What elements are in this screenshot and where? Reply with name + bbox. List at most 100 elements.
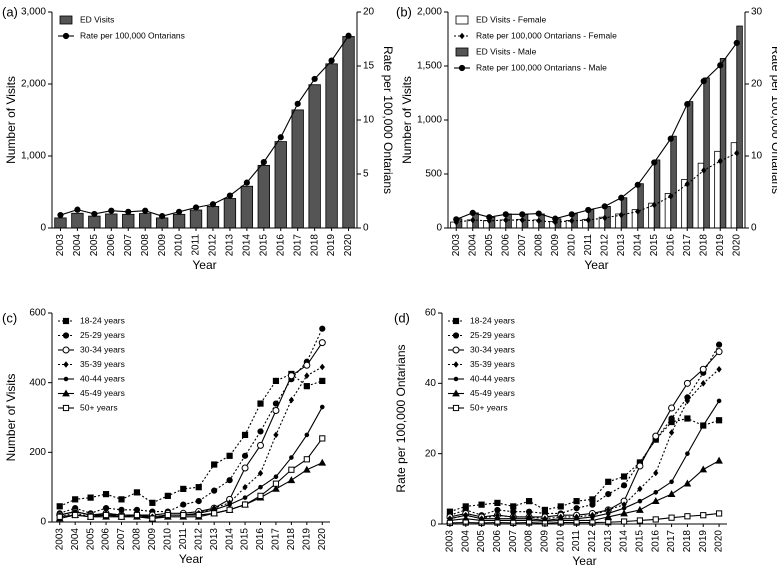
x-tick-label: 2006: [500, 234, 511, 257]
bar: [719, 58, 727, 229]
x-tick-label: 2013: [225, 234, 236, 257]
x-tick-label: 2012: [193, 528, 204, 551]
point: [226, 506, 233, 513]
legend-marker: [452, 317, 460, 325]
x-tick-label: 2010: [555, 530, 566, 553]
point: [700, 78, 707, 85]
x-tick-label: 2005: [476, 530, 487, 553]
point: [486, 214, 493, 221]
bar: [105, 213, 118, 229]
point: [601, 203, 608, 210]
point: [257, 469, 264, 477]
point: [602, 214, 608, 222]
x-tick-label: 2003: [451, 234, 462, 257]
point: [209, 201, 217, 208]
point: [288, 396, 295, 404]
legend-label: 35-39 years: [470, 359, 515, 369]
bar: [342, 36, 355, 229]
legend-label: ED Visits: [80, 14, 114, 24]
x-tick-label: 2005: [89, 234, 100, 257]
x-tick-label: 2016: [255, 528, 266, 551]
point: [226, 192, 234, 199]
point: [180, 511, 187, 519]
point: [243, 179, 250, 186]
y-tick-label: 500: [425, 169, 442, 180]
legend-label: 50+ years: [80, 402, 118, 412]
point: [700, 512, 707, 519]
point: [684, 180, 690, 188]
point: [319, 363, 325, 371]
point: [715, 510, 723, 517]
x-tick-label: 2007: [517, 234, 528, 257]
x-tick-label: 2011: [583, 234, 594, 256]
point: [634, 181, 641, 188]
x-tick-label: 2008: [140, 234, 151, 257]
y2-tick-label: 15: [363, 61, 375, 72]
point: [289, 455, 294, 460]
point: [651, 201, 657, 209]
x-tick-label: 2010: [162, 528, 173, 551]
point: [503, 216, 509, 224]
x-tick-label: 2020: [343, 234, 354, 257]
line: [59, 438, 323, 520]
point: [288, 466, 295, 473]
point: [470, 216, 476, 224]
point: [494, 499, 501, 506]
legend-label: 30-34 years: [470, 344, 515, 354]
x-tick-label: 2019: [698, 530, 709, 553]
point: [241, 501, 249, 508]
legend-marker: [63, 376, 69, 382]
panel-label: (c): [2, 310, 17, 325]
x-tick-label: 2003: [55, 234, 66, 257]
panel-label: (b): [396, 4, 412, 19]
y-tick-label: 3,000: [21, 7, 46, 18]
point: [180, 501, 187, 508]
x-tick-label: 2014: [632, 234, 643, 257]
point: [133, 489, 141, 496]
point: [319, 404, 325, 410]
y-tick-label: 600: [29, 308, 46, 319]
bar: [274, 141, 287, 229]
panel-label: (d): [394, 310, 410, 325]
legend-label: 25-29 years: [470, 330, 515, 340]
point: [164, 511, 171, 519]
point: [668, 193, 674, 200]
point: [242, 495, 248, 500]
point: [685, 451, 690, 456]
legend-label: 40-44 years: [470, 373, 515, 383]
point: [319, 435, 326, 442]
point: [618, 194, 625, 201]
point: [605, 491, 612, 498]
bar: [736, 25, 743, 229]
x-axis-label: Year: [584, 258, 608, 272]
point: [91, 210, 98, 218]
point: [717, 62, 724, 69]
x-tick-label: 2004: [70, 528, 81, 551]
point: [684, 397, 691, 405]
point: [651, 497, 660, 505]
point: [303, 383, 310, 390]
point: [133, 511, 141, 519]
x-tick-label: 2009: [550, 234, 561, 257]
point: [318, 458, 327, 466]
x-tick-label: 2007: [508, 530, 519, 553]
x-tick-label: 2012: [599, 234, 610, 257]
point: [715, 341, 723, 348]
bar: [240, 185, 254, 229]
point: [618, 211, 624, 219]
point: [226, 477, 233, 484]
legend-marker: [62, 346, 70, 354]
y-axis-label: Rate per 100,000 Ontarians: [394, 344, 408, 492]
point: [258, 484, 263, 490]
point: [699, 465, 708, 473]
legend-label: 25-29 years: [80, 330, 125, 340]
point: [733, 39, 740, 47]
x-axis-label: Year: [572, 554, 596, 567]
x-tick-label: 2007: [123, 234, 134, 257]
bar: [291, 109, 304, 229]
y-tick-label: 60: [425, 308, 437, 319]
legend-label: 18-24 years: [80, 315, 125, 325]
x-tick-label: 2011: [571, 530, 582, 552]
x-tick-label: 2005: [85, 528, 96, 551]
